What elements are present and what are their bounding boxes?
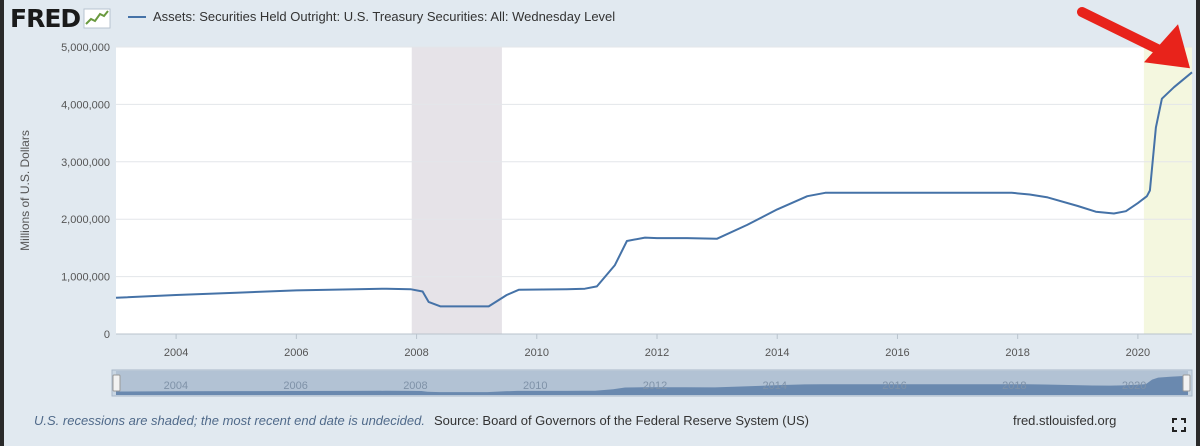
y-tick-label: 4,000,000 xyxy=(61,99,110,111)
arrow-head xyxy=(1144,24,1190,69)
source-text: Source: Board of Governors of the Federa… xyxy=(434,413,809,428)
navigator-tick-label: 2010 xyxy=(523,380,547,392)
navigator-tick-label: 2014 xyxy=(763,380,787,392)
fred-logo-text[interactable]: FRED xyxy=(10,3,81,33)
fred-header: FRED xyxy=(10,3,111,33)
x-tick-label: 2016 xyxy=(885,347,909,359)
y-axis-label: Millions of U.S. Dollars xyxy=(18,130,32,251)
x-tick-label: 2010 xyxy=(525,347,549,359)
highlight-band xyxy=(1143,47,1192,334)
y-tick-label: 1,000,000 xyxy=(61,272,110,284)
navigator-left-handle[interactable] xyxy=(112,374,121,392)
left-frame-edge xyxy=(0,0,4,446)
legend-swatch xyxy=(128,15,146,18)
y-tick-label: 2,000,000 xyxy=(61,214,110,226)
legend-series-label: Assets: Securities Held Outright: U.S. T… xyxy=(153,9,616,24)
y-tick-label: 5,000,000 xyxy=(61,42,110,54)
x-tick-label: 2008 xyxy=(404,347,428,359)
x-tick-label: 2020 xyxy=(1126,347,1150,359)
navigator-tick-label: 2020 xyxy=(1122,380,1146,392)
fullscreen-icon[interactable] xyxy=(1172,418,1186,432)
navigator-tick-label: 2008 xyxy=(403,380,427,392)
plot-area xyxy=(116,47,1192,334)
red-arrow-icon xyxy=(1077,7,1190,69)
navigator-tick-label: 2006 xyxy=(283,380,307,392)
chart-legend: Assets: Securities Held Outright: U.S. T… xyxy=(128,9,615,24)
y-tick-label: 0 xyxy=(104,329,110,341)
site-link[interactable]: fred.stlouisfed.org xyxy=(1013,413,1117,428)
x-tick-label: 2012 xyxy=(645,347,669,359)
x-tick-label: 2006 xyxy=(284,347,308,359)
navigator-right-handle[interactable] xyxy=(1182,374,1191,392)
y-tick-label: 3,000,000 xyxy=(61,157,110,169)
navigator-tick-label: 2018 xyxy=(1002,380,1026,392)
series-line xyxy=(115,71,1193,308)
x-tick-label: 2014 xyxy=(765,347,789,359)
navigator-tick-label: 2012 xyxy=(643,380,667,392)
recession-note: U.S. recessions are shaded; the most rec… xyxy=(34,413,425,428)
fred-chart-logo-icon xyxy=(83,8,111,29)
right-frame-edge xyxy=(1196,0,1200,446)
navigator-tick-label: 2016 xyxy=(882,380,906,392)
navigator-area xyxy=(116,375,1188,395)
navigator-tick-label: 2004 xyxy=(164,380,188,392)
recession-band xyxy=(411,47,502,334)
arrow-shaft xyxy=(1077,7,1173,60)
x-tick-label: 2018 xyxy=(1005,347,1029,359)
x-tick-label: 2004 xyxy=(164,347,188,359)
